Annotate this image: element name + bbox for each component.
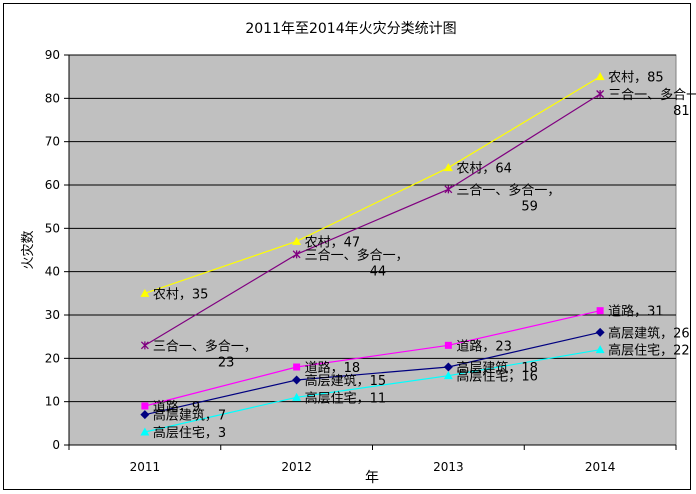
y-axis-title: 火灾数 (20, 230, 36, 269)
data-label: 高层住宅，11 (305, 390, 387, 406)
plot-area (68, 54, 677, 446)
x-tick-label: 2011 (130, 460, 161, 474)
data-label: 高层建筑，7 (153, 408, 226, 424)
series-line-0 (144, 76, 601, 294)
data-point (596, 90, 605, 98)
data-label: 道路，31 (608, 304, 664, 320)
data-point (140, 410, 150, 420)
y-tick-label: 80 (45, 91, 60, 105)
data-point (140, 427, 150, 436)
data-label: 道路，9 (153, 399, 200, 415)
data-point (595, 72, 605, 81)
data-point (292, 392, 302, 401)
chart-title: 2011年至2014年火灾分类统计图 (245, 20, 456, 37)
data-label: 农村，35 (153, 287, 209, 302)
series-line-1 (144, 93, 601, 346)
data-point (292, 375, 302, 385)
y-tick-label: 20 (45, 351, 60, 365)
series-line-4 (144, 349, 601, 433)
y-tick-label: 30 (45, 308, 60, 322)
data-point (293, 363, 301, 371)
data-label: 农村，64 (456, 162, 512, 177)
data-label: 道路，23 (456, 338, 512, 354)
y-tick-label: 40 (45, 265, 60, 279)
data-label: 高层住宅，16 (456, 369, 538, 385)
series-line-3 (144, 331, 601, 416)
y-tick-label: 50 (45, 221, 60, 235)
x-tick-label: 2012 (281, 460, 312, 474)
y-tick-label: 70 (45, 135, 60, 149)
x-axis-title: 年 (365, 470, 379, 486)
data-label: 道路，18 (305, 360, 361, 376)
data-point (444, 341, 452, 349)
y-tick-label: 10 (45, 395, 60, 409)
data-point (292, 250, 301, 259)
data-point (443, 371, 453, 380)
data-label: 高层建筑，18 (456, 360, 538, 376)
data-point (140, 341, 149, 350)
x-tick-label: 2013 (433, 460, 464, 474)
y-tick-label: 90 (45, 48, 60, 62)
data-label: 三合一、多合一，81 (608, 87, 696, 119)
data-label: 农村，47 (305, 235, 361, 250)
data-point (292, 236, 302, 245)
data-label: 高层建筑，26 (608, 325, 690, 341)
data-point (443, 362, 453, 372)
data-point (596, 307, 604, 315)
x-tick-label: 2014 (585, 460, 616, 474)
y-tick-label: 0 (52, 438, 60, 452)
data-point (444, 185, 453, 194)
data-point (595, 327, 605, 337)
data-point (595, 345, 605, 354)
data-label: 高层建筑，15 (305, 373, 387, 389)
data-point (443, 163, 453, 172)
data-label: 农村，85 (608, 71, 664, 86)
series-line-2 (144, 310, 601, 407)
data-label: 高层住宅，22 (608, 343, 690, 359)
data-label: 高层住宅，3 (153, 425, 226, 441)
y-tick-label: 60 (45, 178, 60, 192)
data-point (141, 402, 149, 410)
data-label: 三合一、多合一， 44 (305, 247, 409, 279)
data-label: 三合一、多合一， 23 (153, 338, 257, 370)
data-point (140, 288, 150, 297)
data-label: 三合一、多合一， 59 (456, 182, 560, 214)
